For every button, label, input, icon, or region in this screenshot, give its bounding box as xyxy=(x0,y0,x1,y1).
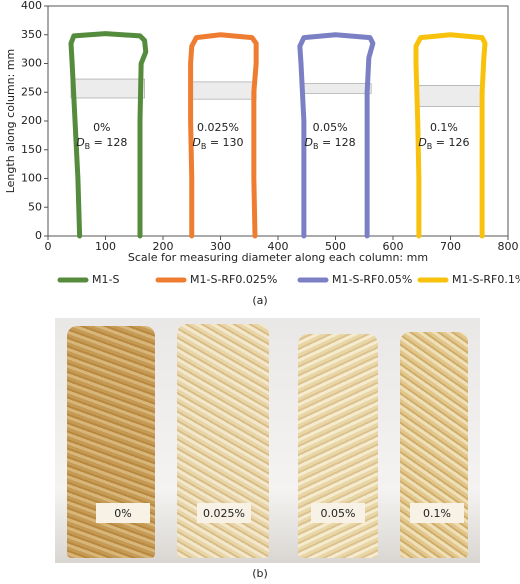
legend-label: M1-S xyxy=(92,273,119,286)
label-box xyxy=(410,503,464,523)
x-tick-label: 0 xyxy=(45,240,52,253)
x-tick-label: 400 xyxy=(268,240,289,253)
chart-caption: (a) xyxy=(252,294,267,307)
y-tick-label: 350 xyxy=(21,28,42,41)
photo-label: 0.05% xyxy=(321,507,356,520)
y-tick-label: 150 xyxy=(21,143,42,156)
annotation-part: B xyxy=(201,142,207,151)
column-outline xyxy=(188,32,259,239)
y-tick-label: 0 xyxy=(35,229,42,242)
annotation-part: D xyxy=(418,136,426,149)
measure-band xyxy=(70,78,145,99)
annotation-part: = 128 xyxy=(318,136,355,149)
y-tick-label: 100 xyxy=(21,172,42,185)
annotation-part: D xyxy=(304,136,312,149)
annotation-part: B xyxy=(427,142,433,151)
photo-labels: 0% 0.025% 0.05% 0.1% (b) xyxy=(96,503,464,580)
annotation-diameter: DB = 128 xyxy=(76,136,127,151)
y-axis-label: Length along column: mm xyxy=(4,49,17,194)
x-tick-label: 300 xyxy=(210,240,231,253)
chart: 0 50 100 150 200 250 300 350 400 0 100 200 300 400 500… xyxy=(4,0,520,307)
x-axis-label: Scale for measuring diameter along each … xyxy=(128,251,428,264)
annotation-pct: 0% xyxy=(93,121,110,134)
photo-label: 0.025% xyxy=(203,507,245,520)
y-tick-label: 200 xyxy=(21,114,42,127)
measure-band xyxy=(415,85,485,107)
annotation-pct: 0.05% xyxy=(313,121,348,134)
y-tick-label: 300 xyxy=(21,57,42,70)
annotation-part: B xyxy=(313,142,319,151)
x-tick-label: 100 xyxy=(95,240,116,253)
column-outline xyxy=(413,32,488,239)
photo-caption: (b) xyxy=(252,567,268,580)
label-box xyxy=(311,503,365,523)
y-tick-label: 50 xyxy=(28,200,42,213)
x-tick-label: 500 xyxy=(325,240,346,253)
legend-label: M1-S-RF0.05% xyxy=(332,273,412,286)
x-tick-label: 800 xyxy=(498,240,519,253)
annotation-diameter: DB = 126 xyxy=(418,136,469,151)
annotation-pct: 0.025% xyxy=(197,121,239,134)
legend-label: M1-S-RF0.1% xyxy=(452,273,520,286)
photo-label: 0.1% xyxy=(423,507,451,520)
annotation-diameter: DB = 130 xyxy=(192,136,243,151)
annotation-part: D xyxy=(76,136,84,149)
legend-label: M1-S-RF0.025% xyxy=(190,273,277,286)
column-outline xyxy=(297,32,376,239)
measure-band xyxy=(300,83,372,94)
annotation-part: D xyxy=(192,136,200,149)
x-tick-label: 700 xyxy=(440,240,461,253)
annotation-part: = 126 xyxy=(432,136,469,149)
x-tick-label: 600 xyxy=(383,240,404,253)
annotation-part: B xyxy=(85,142,91,151)
x-tick-label: 200 xyxy=(153,240,174,253)
annotation-pct: 0.1% xyxy=(430,121,458,134)
annotation-diameter: DB = 128 xyxy=(304,136,355,151)
label-box xyxy=(96,503,150,523)
annotation-part: = 130 xyxy=(206,136,243,149)
label-box xyxy=(197,503,251,523)
y-tick-label: 400 xyxy=(21,0,42,12)
measure-band xyxy=(191,81,257,100)
y-tick-label: 250 xyxy=(21,85,42,98)
column-outline xyxy=(68,31,149,239)
photo-label: 0% xyxy=(114,507,131,520)
annotation-part: = 128 xyxy=(90,136,127,149)
